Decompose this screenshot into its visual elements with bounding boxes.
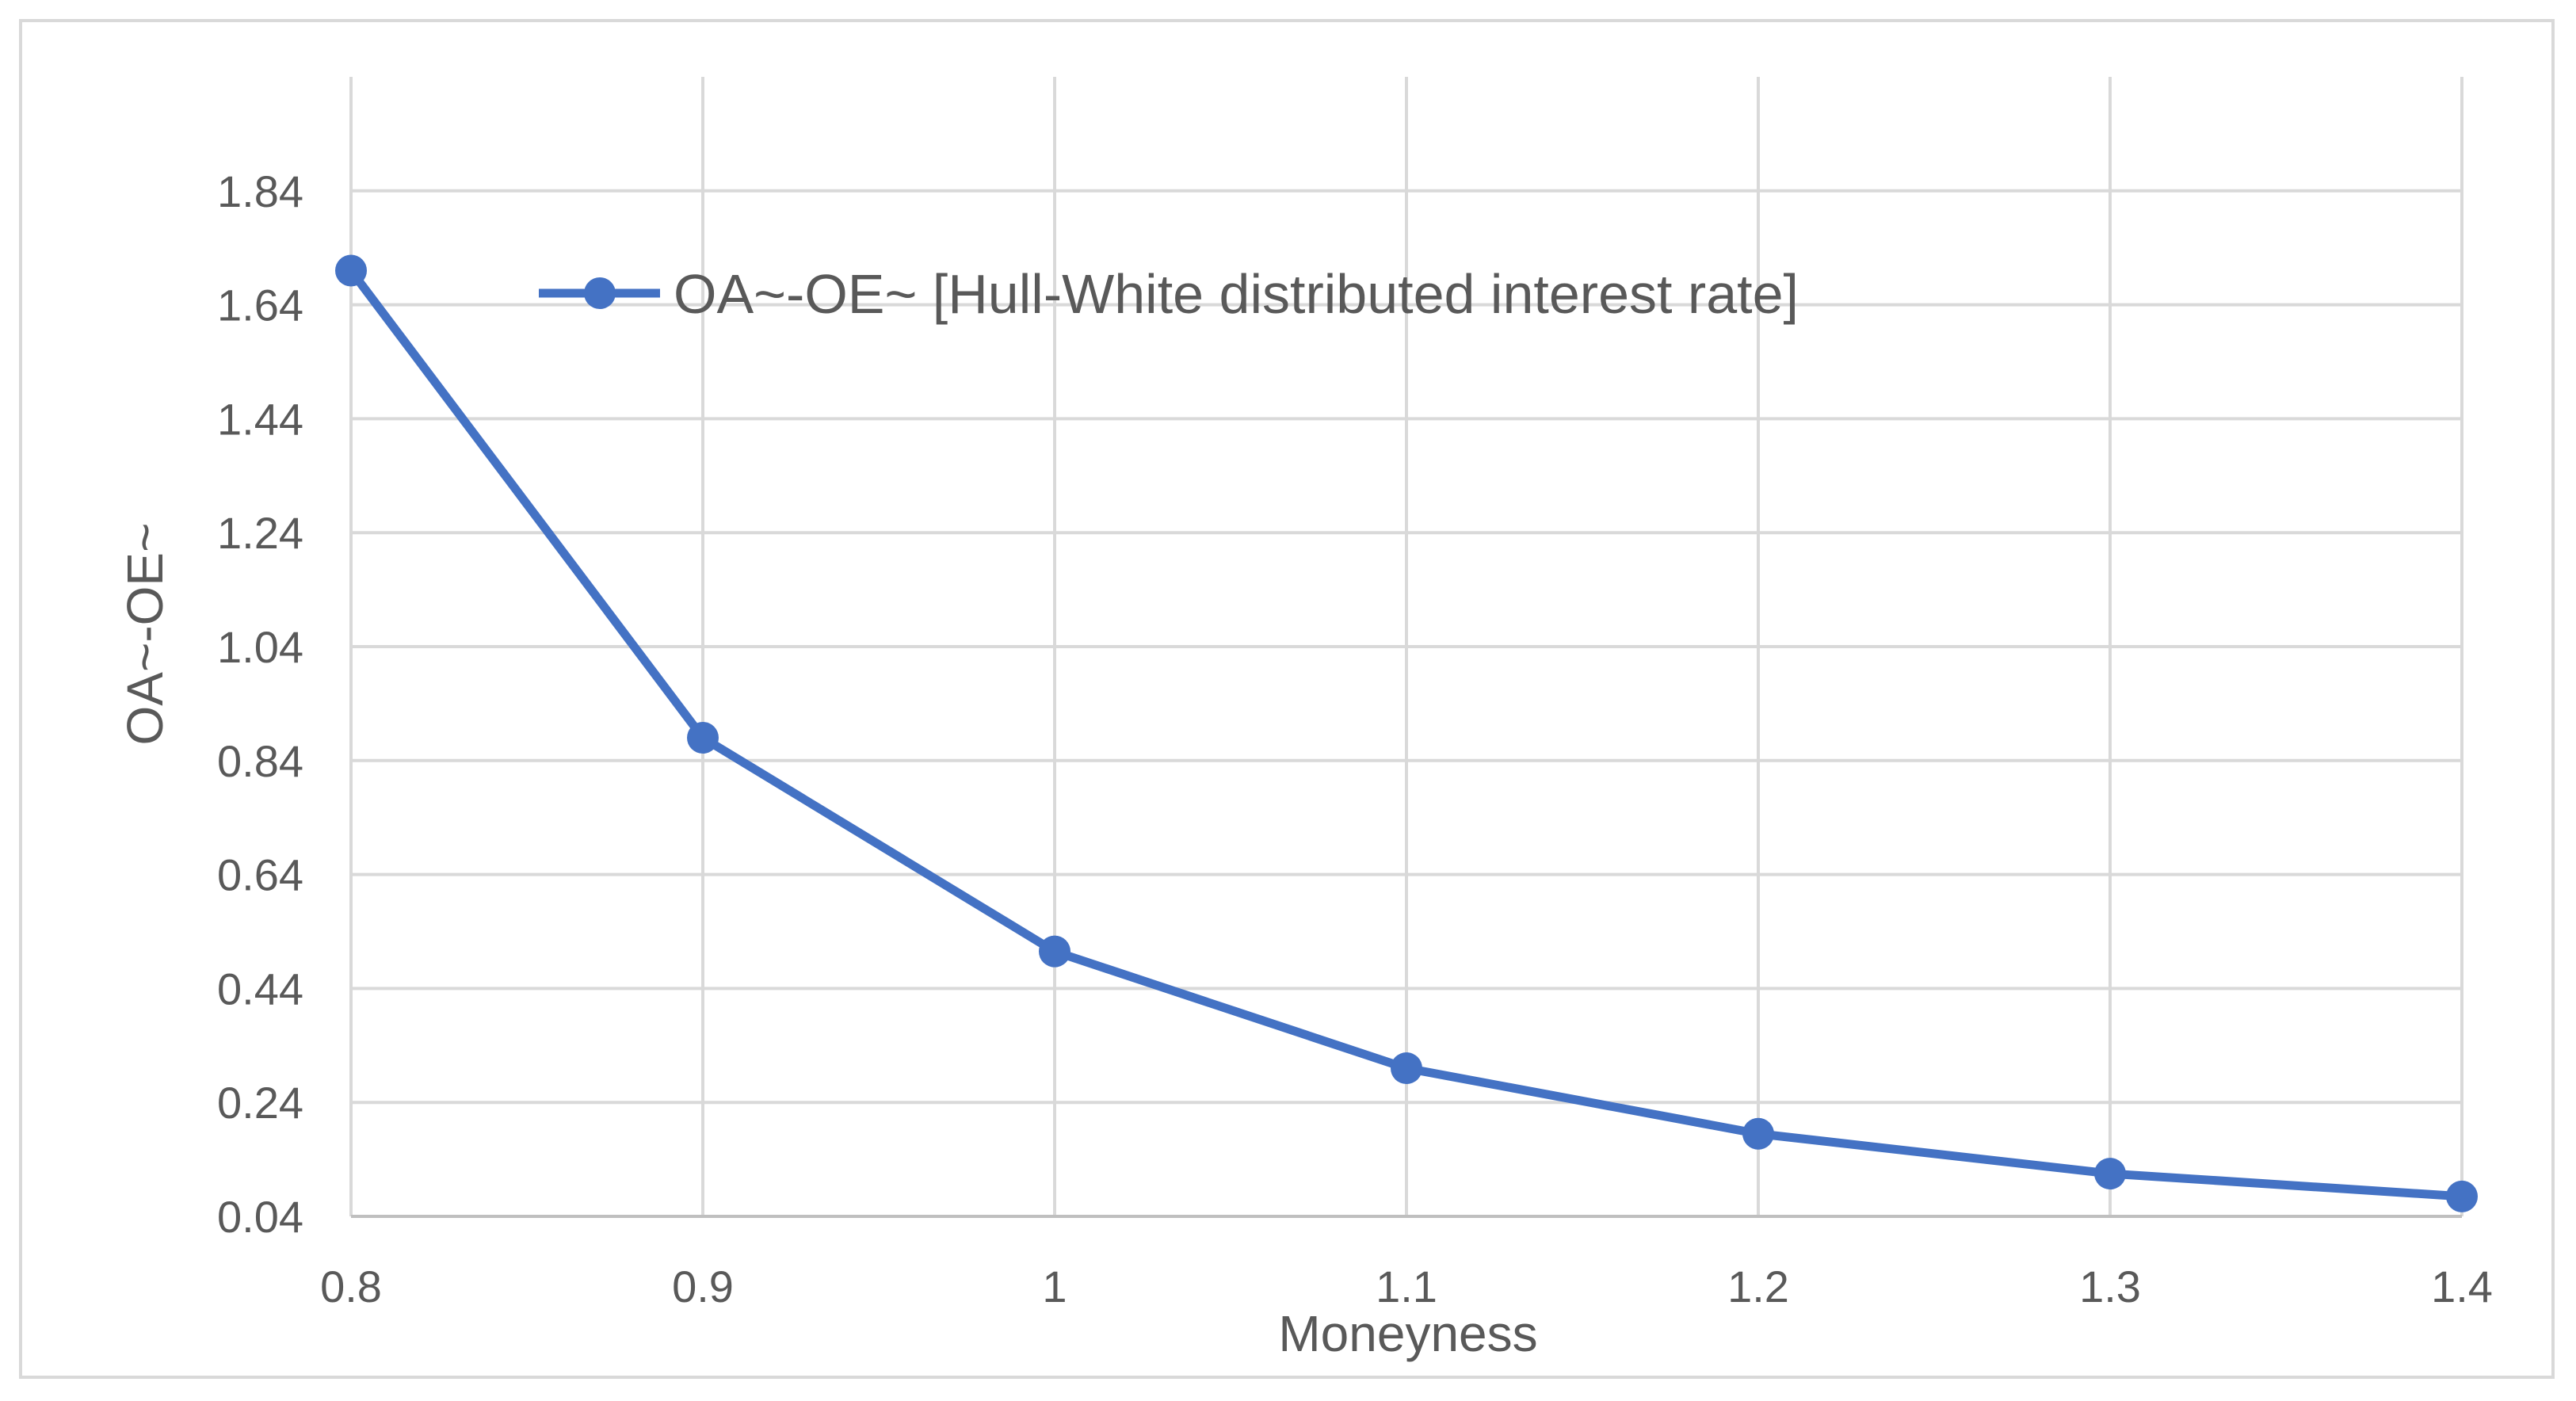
x-axis-title: Moneyness (1278, 1305, 1537, 1362)
data-point-1 (687, 722, 719, 754)
series-layer (335, 254, 2478, 1212)
data-point-3 (1391, 1052, 1422, 1085)
data-point-5 (2094, 1158, 2126, 1190)
y-axis-title: OA~-OE~ (116, 523, 174, 746)
x-tick-label-1: 0.9 (672, 1262, 734, 1311)
x-tick-label-5: 1.3 (2079, 1262, 2141, 1311)
y-tick-label-7: 1.44 (217, 394, 303, 444)
data-point-0 (335, 254, 367, 287)
legend-marker-0 (584, 277, 616, 309)
y-tick-label-5: 1.04 (217, 622, 303, 672)
y-tick-label-3: 0.64 (217, 850, 303, 900)
x-tick-label-3: 1.1 (1376, 1262, 1437, 1311)
x-tick-label-2: 1 (1042, 1262, 1067, 1311)
data-point-4 (1742, 1117, 1774, 1150)
chart-frame (19, 19, 2555, 1379)
data-point-2 (1039, 935, 1070, 968)
data-point-6 (2446, 1180, 2478, 1212)
x-tick-labels: 0.8 0.9 1 1.1 1.2 1.3 1.4 (320, 1262, 2493, 1311)
legend: OA~-OE~ [Hull-White distributed interest… (539, 263, 1799, 325)
x-tick-label-6: 1.4 (2431, 1262, 2493, 1311)
y-tick-label-4: 0.84 (217, 736, 303, 786)
y-tick-label-2: 0.44 (217, 964, 303, 1014)
x-tick-label-4: 1.2 (1727, 1262, 1789, 1311)
y-tick-label-0: 0.04 (217, 1192, 303, 1242)
x-tick-label-0: 0.8 (320, 1262, 382, 1311)
y-tick-labels: 0.04 0.24 0.44 0.64 0.84 1.04 1.24 1.44 1.64 1.84 (217, 166, 303, 1242)
y-tick-label-6: 1.24 (217, 508, 303, 558)
y-tick-label-8: 1.64 (217, 281, 303, 330)
y-tick-label-1: 0.24 (217, 1078, 303, 1128)
y-tick-label-9: 1.84 (217, 166, 303, 216)
grid-lines (349, 77, 2463, 1218)
legend-label-0: OA~-OE~ [Hull-White distributed interest… (674, 263, 1799, 325)
